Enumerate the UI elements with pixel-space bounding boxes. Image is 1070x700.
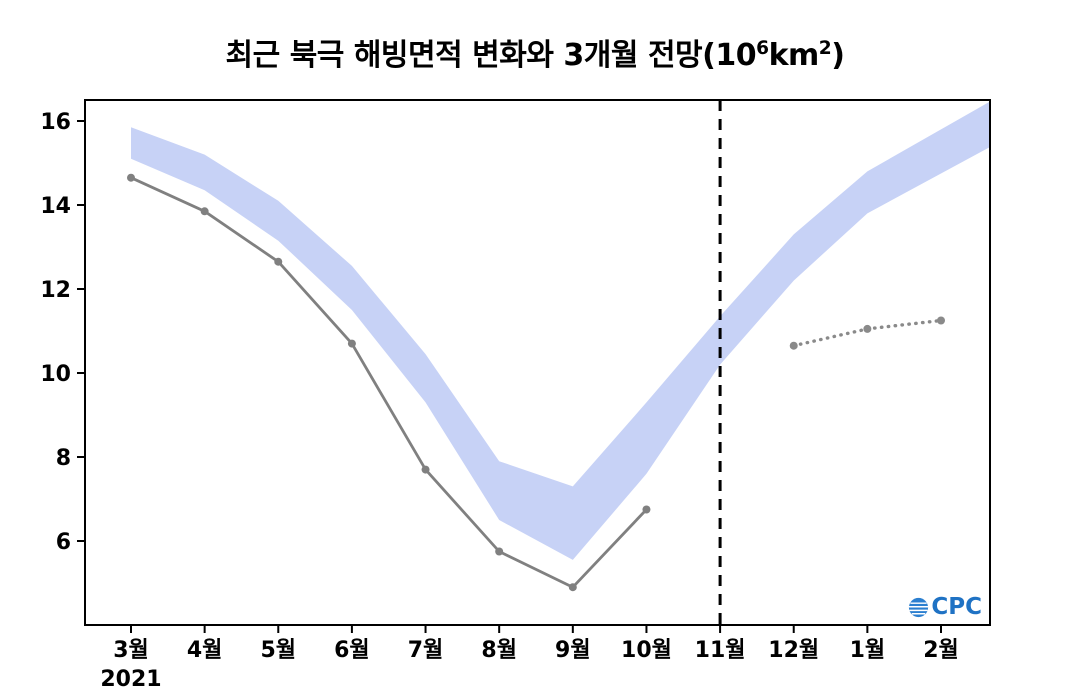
x-axis-year-label: 2021	[100, 667, 161, 692]
observed-line	[129, 176, 648, 589]
chart-title-unit: km	[768, 38, 820, 73]
x-tick-label: 2월	[923, 638, 959, 663]
x-tick-label: 8월	[481, 638, 517, 663]
observed-point	[274, 257, 283, 266]
cpc-globe-icon	[909, 597, 929, 617]
chart-title: 최근 북극 해빙면적 변화와 3개월 전망(106km2)	[0, 30, 1070, 74]
observed-point	[200, 207, 209, 216]
y-tick-label: 6	[56, 530, 71, 555]
observed-point	[642, 505, 651, 514]
chart-title-superscript-2: 2	[818, 38, 832, 59]
cpc-logo: CPC	[907, 594, 982, 620]
x-tick-label: 4월	[187, 638, 223, 663]
forecast-point	[789, 341, 798, 350]
observed-point	[568, 583, 577, 592]
y-tick-label: 10	[40, 362, 71, 387]
chart-title-text: 최근 북극 해빙면적 변화와 3개월 전망(10	[225, 38, 757, 73]
chart-title-close: )	[831, 38, 845, 73]
y-tick-label: 14	[40, 194, 71, 219]
x-tick-label: 7월	[408, 638, 444, 663]
forecast-point	[863, 324, 872, 333]
x-tick-label: 9월	[555, 638, 591, 663]
observed-point	[347, 339, 356, 348]
observed-point	[495, 547, 504, 556]
y-tick-label: 12	[40, 278, 71, 303]
x-tick-label: 3월	[113, 638, 149, 663]
x-tick-label: 12월	[768, 638, 819, 663]
forecast-line	[792, 318, 943, 348]
x-tick-label: 11월	[695, 638, 746, 663]
forecast-point	[937, 316, 945, 325]
observed-point	[421, 465, 430, 474]
x-tick-label: 5월	[260, 638, 296, 663]
x-tick-label: 1월	[850, 638, 886, 663]
x-tick-label: 6월	[334, 638, 370, 663]
x-tick-label: 10월	[621, 638, 672, 663]
observed-point	[127, 173, 135, 182]
y-tick-label: 16	[40, 110, 71, 135]
y-tick-label: 8	[56, 446, 71, 471]
plot-frame	[84, 99, 991, 626]
cpc-logo-text: CPC	[931, 594, 982, 620]
chart-title-superscript-6: 6	[756, 38, 769, 59]
